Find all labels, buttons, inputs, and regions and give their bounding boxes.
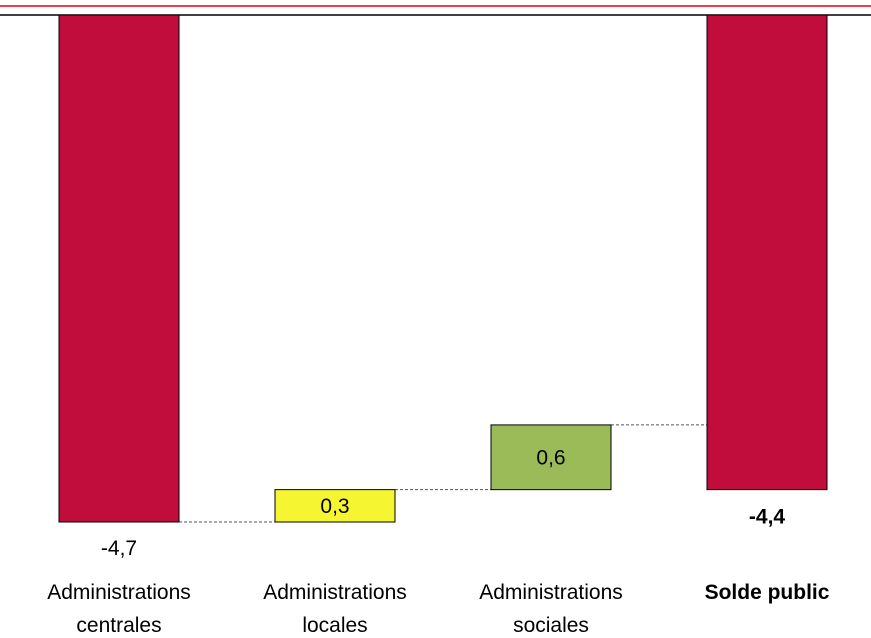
data-label-1: 0,3 xyxy=(320,495,349,518)
category-label-1: Administrations xyxy=(263,581,407,604)
category-label-line2-1: locales xyxy=(302,614,367,637)
data-label-0: -4,7 xyxy=(101,537,137,560)
category-label-2: Administrations xyxy=(479,581,623,604)
category-label-line2-2: sociales xyxy=(513,614,589,637)
bar-0 xyxy=(58,14,180,523)
data-label-2: 0,6 xyxy=(536,446,565,469)
category-label-line2-0: centrales xyxy=(76,614,161,637)
data-label-3: -4,4 xyxy=(749,506,786,529)
bar-3 xyxy=(706,14,828,491)
bar-2 xyxy=(490,424,612,491)
category-label-3: Solde public xyxy=(705,581,830,604)
bar-1 xyxy=(274,489,396,523)
category-label-0: Administrations xyxy=(47,581,191,604)
